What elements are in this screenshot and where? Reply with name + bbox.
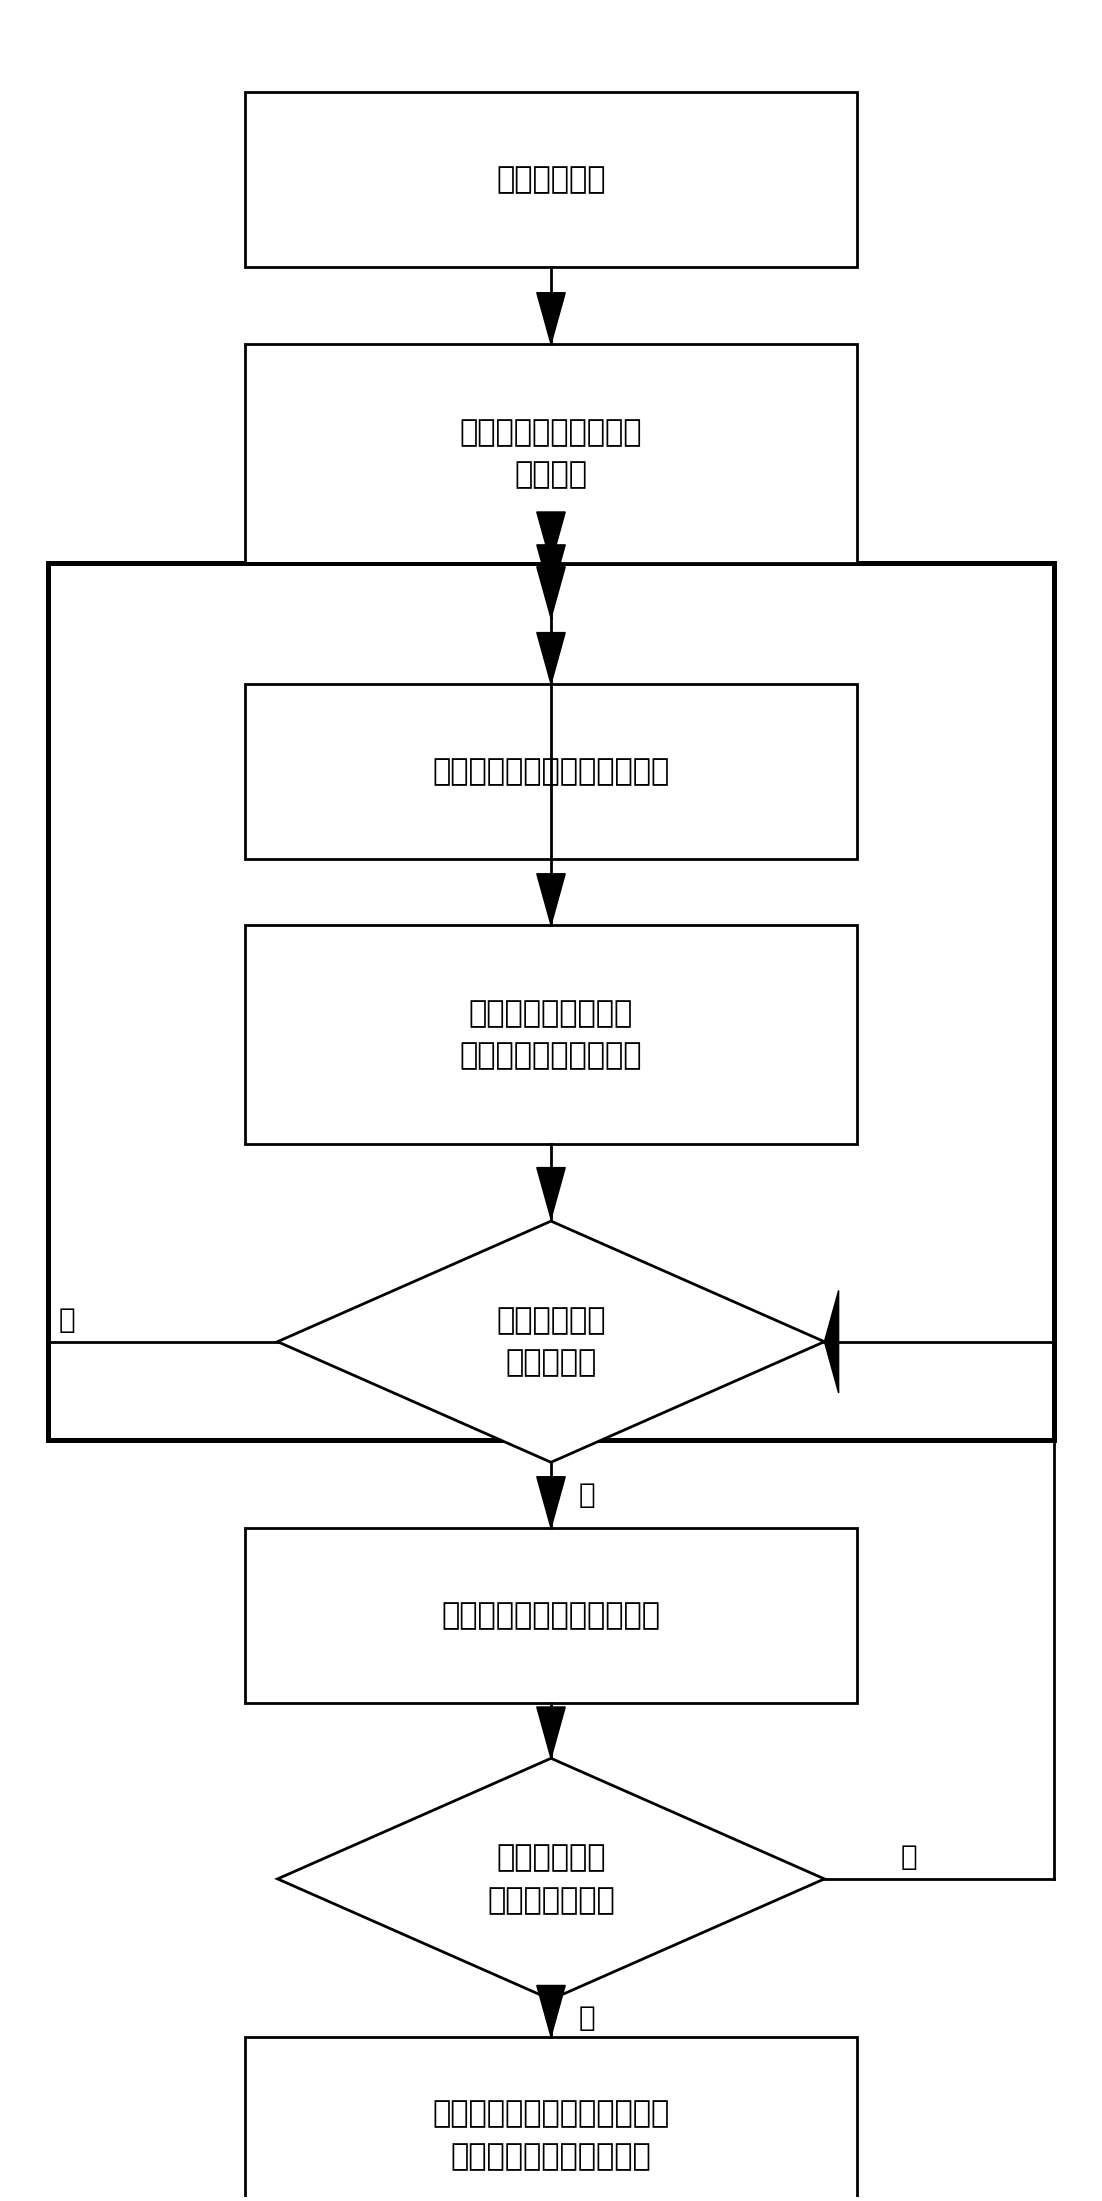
Polygon shape	[278, 1759, 824, 1999]
Polygon shape	[537, 293, 565, 343]
Text: 汇总所有控制信令比对结果，
储存并输出最终测试结果: 汇总所有控制信令比对结果， 储存并输出最终测试结果	[432, 2100, 670, 2172]
Text: 控制信令是否
需要对比？: 控制信令是否 需要对比？	[496, 1305, 606, 1378]
FancyBboxPatch shape	[245, 685, 857, 858]
Polygon shape	[537, 1985, 565, 2036]
Text: 控制信令是否
全部比对完成？: 控制信令是否 全部比对完成？	[487, 1842, 615, 1915]
FancyBboxPatch shape	[245, 1527, 857, 1704]
Polygon shape	[537, 632, 565, 685]
Polygon shape	[537, 1708, 565, 1759]
FancyBboxPatch shape	[245, 343, 857, 563]
FancyBboxPatch shape	[245, 2036, 857, 2201]
Text: 对控制信道数据突发进行解调: 对控制信道数据突发进行解调	[432, 757, 670, 786]
Polygon shape	[278, 1222, 824, 1461]
Text: 获取空中接口控制信道
数据突发: 获取空中接口控制信道 数据突发	[460, 418, 642, 489]
Text: 搭建测试系统: 搭建测试系统	[496, 165, 606, 194]
Text: 是: 是	[579, 2005, 595, 2032]
FancyBboxPatch shape	[245, 92, 857, 266]
Polygon shape	[537, 1477, 565, 1527]
Text: 否: 否	[58, 1305, 75, 1334]
Polygon shape	[824, 1290, 839, 1393]
Text: 是: 是	[579, 1481, 595, 1510]
Polygon shape	[537, 546, 565, 596]
Polygon shape	[537, 513, 565, 563]
Text: 否: 否	[901, 1842, 918, 1871]
Polygon shape	[537, 874, 565, 924]
Polygon shape	[537, 568, 565, 618]
Polygon shape	[537, 1167, 565, 1219]
Text: 将控制信令与标准进行比对: 将控制信令与标准进行比对	[442, 1602, 660, 1631]
FancyBboxPatch shape	[245, 924, 857, 1145]
Text: 对解调后的控制信道
数据突发进行信道译码: 对解调后的控制信道 数据突发进行信道译码	[460, 999, 642, 1070]
